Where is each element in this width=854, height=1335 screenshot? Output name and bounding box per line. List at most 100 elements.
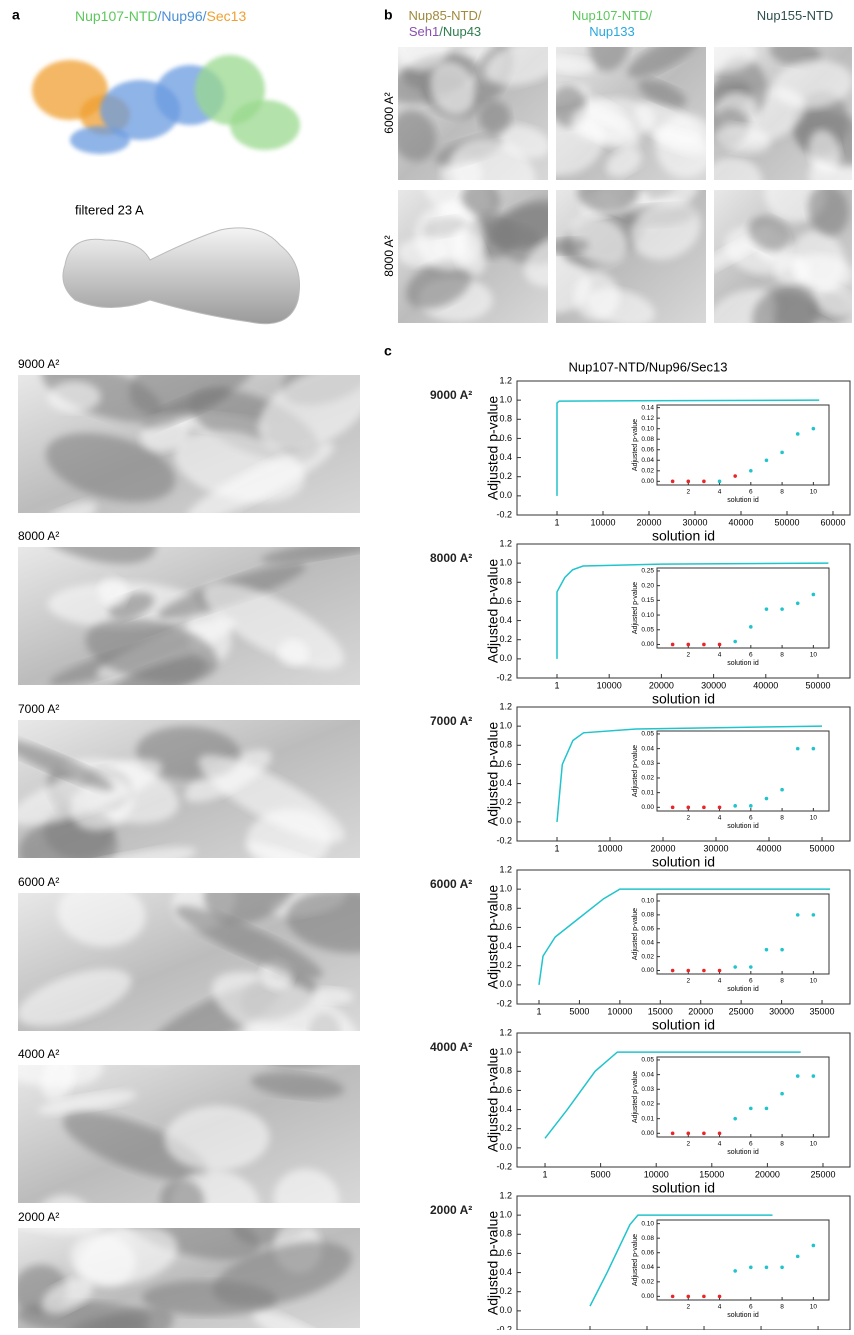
- panel-title: Nup107-NTD/Nup96/Sec13: [569, 359, 728, 374]
- inset-y-tick-label: 0.02: [641, 468, 654, 475]
- inset-x-tick-label: 10: [810, 652, 818, 659]
- y-tick-label: 0.0: [499, 816, 512, 826]
- y-tick-label: 0.4: [499, 941, 512, 951]
- inset-y-tick-label: 0.06: [641, 446, 654, 453]
- inset-y-tick-label: 0.10: [641, 898, 654, 905]
- inset-frame: [657, 405, 829, 485]
- x-tick-label: 20000: [649, 680, 674, 690]
- filter-label: filtered 23 A: [75, 202, 144, 217]
- column-header: Seh1/Nup43: [409, 24, 481, 39]
- inset-point: [718, 480, 722, 484]
- y-tick-label: 1.0: [499, 1210, 512, 1220]
- inset-point: [812, 427, 816, 431]
- map-label: 9000 A²: [18, 357, 59, 371]
- inset-y-tick-label: 0.01: [641, 1115, 654, 1122]
- y-tick-label: 0.6: [499, 596, 512, 606]
- y-tick-label: 1.2: [499, 864, 512, 874]
- inset-point: [765, 948, 769, 952]
- inset-x-tick-label: 10: [810, 1304, 818, 1311]
- inset-point: [702, 969, 706, 973]
- inset-y-tick-label: 0.03: [641, 760, 654, 767]
- inset-x-tick-label: 4: [718, 1141, 722, 1148]
- map-content: [518, 14, 722, 187]
- map-label: 6000 A²: [18, 875, 59, 889]
- inset-point: [671, 1295, 675, 1299]
- inset-point: [796, 601, 800, 605]
- y-tick-label: 0.2: [499, 1123, 512, 1133]
- y-tick-label: -0.2: [496, 1161, 512, 1171]
- x-tick-label: 30000: [769, 1006, 794, 1016]
- inset-y-axis-label: Adjusted p-value: [632, 1071, 639, 1123]
- y-tick-label: 0.2: [499, 960, 512, 970]
- inset-point: [702, 806, 706, 810]
- y-tick-label: 0.0: [499, 979, 512, 989]
- inset-y-tick-label: 0.05: [641, 1057, 654, 1064]
- y-tick-label: 0.8: [499, 577, 512, 587]
- inset-point: [686, 806, 690, 810]
- x-tick-label: 30000: [701, 680, 726, 690]
- inset-point: [702, 480, 706, 484]
- y-tick-label: 0.0: [499, 1142, 512, 1152]
- x-tick-label: 60000: [820, 517, 845, 527]
- y-tick-label: 1.2: [499, 375, 512, 385]
- x-tick-label: 1: [554, 680, 559, 690]
- inset-y-tick-label: 0.05: [641, 731, 654, 738]
- x-tick-label: 5000: [591, 1169, 611, 1179]
- inset-point: [733, 1117, 737, 1121]
- x-tick-label: 5000: [569, 1006, 589, 1016]
- header-part: Nup133: [589, 24, 635, 39]
- inset-y-tick-label: 0.10: [641, 425, 654, 432]
- inset-x-tick-label: 6: [749, 652, 753, 659]
- inset-y-tick-label: 0.00: [641, 967, 654, 974]
- header-part: Nup107-NTD/: [572, 8, 653, 23]
- inset-point: [812, 913, 816, 917]
- x-axis-label: solution id: [652, 1017, 715, 1033]
- title-part: Nup96: [161, 8, 202, 24]
- inset-y-tick-label: 0.20: [641, 582, 654, 589]
- density-fit-image: [381, 15, 571, 220]
- inset-x-tick-label: 2: [686, 1141, 690, 1148]
- x-axis-label: solution id: [652, 1180, 715, 1196]
- y-tick-label: 0.6: [499, 759, 512, 769]
- inset-y-tick-label: 0.02: [641, 1101, 654, 1108]
- y-tick-label: 0.2: [499, 1286, 512, 1296]
- inset-point: [796, 1255, 800, 1259]
- x-tick-label: 15000: [648, 1006, 673, 1016]
- inset-y-tick-label: 0.04: [641, 457, 654, 464]
- inset-point: [718, 1295, 722, 1299]
- x-tick-label: 35000: [810, 1006, 835, 1016]
- y-tick-label: 0.4: [499, 452, 512, 462]
- inset-point: [718, 643, 722, 647]
- column-header: Nup155-NTD: [757, 8, 834, 23]
- inset-x-tick-label: 10: [810, 815, 818, 822]
- inset-y-tick-label: 0.03: [641, 1086, 654, 1093]
- density-fit-image: [685, 29, 854, 211]
- y-tick-label: 0.0: [499, 490, 512, 500]
- y-tick-label: 0.4: [499, 1267, 512, 1277]
- row-label: 8000 A²: [382, 235, 396, 276]
- y-tick-label: 0.0: [499, 653, 512, 663]
- x-tick-label: 10000: [607, 1006, 632, 1016]
- figure: aNup107-NTD/Nup96/Sec13filtered 23 AbNup…: [0, 0, 854, 1330]
- y-tick-label: 1.2: [499, 701, 512, 711]
- x-tick-label: 1: [543, 1169, 548, 1179]
- inset-point: [780, 451, 784, 455]
- panel-title: Nup107-NTD/Nup96/Sec13: [75, 8, 246, 24]
- y-tick-label: 0.8: [499, 1229, 512, 1239]
- inset-point: [780, 607, 784, 611]
- panel-label: a: [12, 7, 20, 23]
- inset-x-axis-label: solution id: [727, 986, 759, 993]
- x-tick-label: 10000: [590, 517, 615, 527]
- map-label: 2000 A²: [18, 1210, 59, 1224]
- column-header: Nup133: [589, 24, 635, 39]
- inset-point: [702, 643, 706, 647]
- inset-point: [749, 804, 753, 808]
- inset-x-tick-label: 8: [780, 978, 784, 985]
- chart-title: 6000 A²: [430, 877, 472, 891]
- x-tick-label: 25000: [729, 1006, 754, 1016]
- inset-y-tick-label: 0.12: [641, 415, 654, 422]
- inset-point: [733, 640, 737, 644]
- x-tick-label: 1: [555, 843, 560, 853]
- header-part: Nup43: [443, 24, 481, 39]
- x-tick-label: 25000: [810, 1169, 835, 1179]
